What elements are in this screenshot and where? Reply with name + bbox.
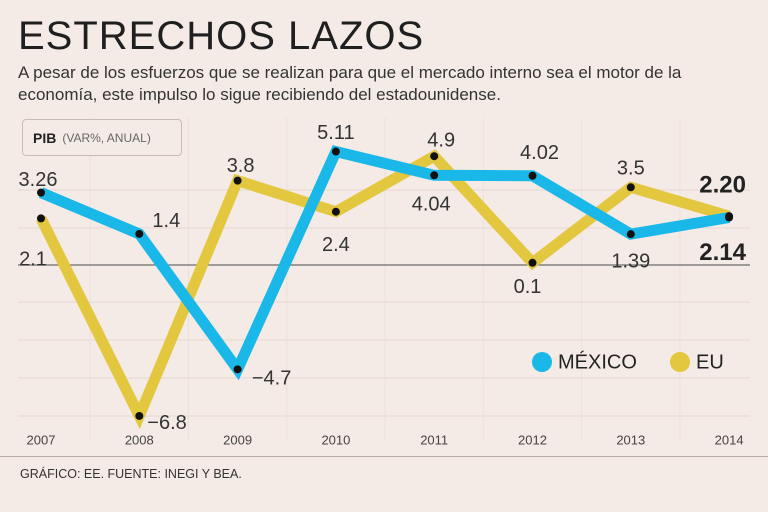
legend-swatch-mxico — [532, 352, 552, 372]
data-label-eu-2010: 2.4 — [322, 234, 350, 256]
data-point-eu-2013 — [626, 183, 635, 192]
data-label-mxico-2013: 1.39 — [611, 250, 650, 272]
data-label-eu-2011: 4.9 — [427, 130, 455, 152]
data-label-mxico-2010: 5.11 — [317, 122, 354, 144]
footer-divider — [0, 456, 768, 457]
data-point-eu-2009 — [233, 176, 242, 185]
data-point-mxico-2008 — [135, 229, 144, 238]
x-tick-label-2013: 2013 — [616, 432, 645, 447]
data-point-mxico-2013 — [626, 230, 635, 239]
data-label-mxico-2009: −4.7 — [252, 368, 291, 390]
source-credit: GRÁFICO: EE. FUENTE: INEGI Y BEA. — [20, 467, 242, 481]
data-point-mxico-2010 — [331, 147, 340, 156]
x-tick-label-2009: 2009 — [223, 432, 252, 447]
data-label-eu-2007: 2.1 — [19, 249, 47, 271]
data-point-eu-2007 — [37, 214, 45, 223]
data-label-mxico-2007: 3.26 — [19, 169, 58, 191]
data-label-mxico-2008: 1.4 — [152, 210, 180, 232]
series-line-eu — [36, 149, 731, 430]
data-label-eu-2008: −6.8 — [147, 412, 186, 434]
data-point-eu-2011 — [430, 152, 439, 161]
unit-label-main: PIB — [33, 129, 57, 146]
data-label-eu-2013: 3.5 — [617, 158, 645, 180]
legend-label-mxico: MÉXICO — [558, 350, 637, 373]
data-point-eu-2008 — [135, 411, 144, 420]
series-line-mxico — [38, 145, 731, 381]
data-point-mxico-2012 — [528, 171, 537, 180]
data-point-mxico-2011 — [430, 171, 439, 180]
data-label-mxico-2011: 4.04 — [412, 194, 451, 216]
x-tick-label-2014: 2014 — [715, 432, 744, 447]
unit-label-box: PIB (VAR%, ANUAL) — [22, 119, 182, 156]
data-label-eu-2012: 0.1 — [514, 276, 542, 298]
data-point-eu-2010 — [331, 207, 340, 216]
chart-subtitle: A pesar de los esfuerzos que se realizan… — [18, 63, 682, 104]
legend-swatch-eu — [670, 352, 690, 372]
x-tick-label-2010: 2010 — [321, 432, 350, 447]
data-label-eu-2014: 2.20 — [699, 172, 746, 199]
data-point-eu-2014 — [725, 212, 734, 221]
chart-title: ESTRECHOS LAZOS — [18, 14, 425, 58]
data-point-mxico-2009 — [233, 365, 242, 374]
legend-label-eu: EU — [696, 351, 724, 373]
x-tick-label-2012: 2012 — [518, 432, 547, 447]
x-tick-label-2011: 2011 — [420, 432, 448, 447]
data-label-mxico-2012: 4.02 — [520, 142, 559, 164]
unit-label-sub: (VAR%, ANUAL) — [62, 130, 151, 145]
data-label-eu-2009: 3.8 — [227, 155, 255, 177]
data-label-mxico-2014: 2.14 — [699, 239, 746, 266]
x-tick-label-2007: 2007 — [27, 432, 56, 447]
data-point-eu-2012 — [528, 258, 537, 267]
x-tick-label-2008: 2008 — [125, 432, 154, 447]
data-point-mxico-2007 — [37, 188, 45, 197]
